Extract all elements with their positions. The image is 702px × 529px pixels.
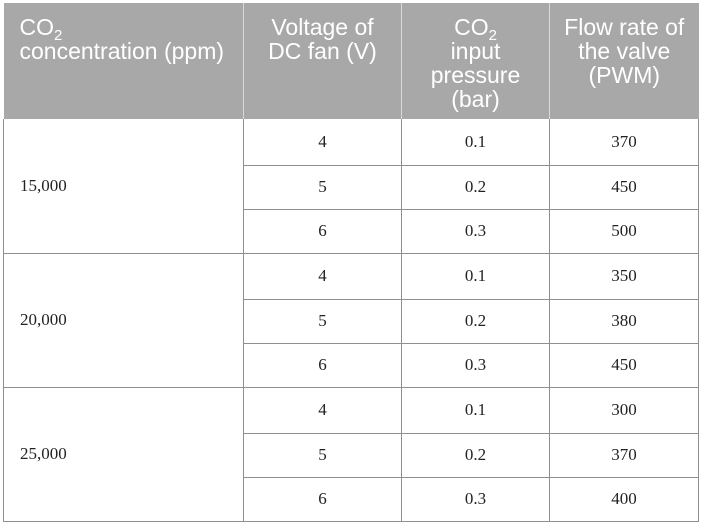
cell-voltage: 6	[243, 477, 402, 522]
cell-voltage: 6	[243, 209, 402, 254]
cell-pressure: 0.1	[401, 119, 550, 166]
cell-pressure: 0.2	[401, 299, 550, 344]
table-row: 6 0.3 400	[4, 477, 699, 522]
header-co2-concentration-text: concentration (ppm)	[19, 38, 225, 64]
table-row: 20,000 4 0.1 350	[3, 253, 699, 388]
cell-flow-rate: 380	[549, 299, 699, 344]
cell-pressure: 0.3	[401, 477, 550, 522]
table-row: 5 0.2 370	[4, 433, 699, 478]
header-co2-subscript: 2	[54, 27, 63, 44]
header-pressure-text: input pressure (bar)	[430, 38, 521, 112]
header-flow-text: Flow rate of the valve (PWM)	[564, 14, 685, 88]
table-row: 5 0.2 450	[4, 165, 699, 210]
header-voltage-text: Voltage of DC fan (V)	[268, 14, 377, 64]
table-body: 15,000 4 0.1 370 5 0.2 450 6 0.3 500 20,000 4 0.1 350…	[3, 119, 699, 522]
cell-voltage: 4	[243, 119, 402, 166]
table-row: 6 0.3 500	[4, 209, 699, 254]
header-flow-rate: Flow rate of the valve (PWM)	[549, 3, 699, 119]
cell-pressure: 0.1	[401, 387, 550, 434]
cell-pressure: 0.1	[401, 253, 550, 300]
cell-flow-rate: 450	[549, 165, 699, 210]
header-co2-concentration: CO2 concentration (ppm)	[3, 3, 244, 119]
cell-voltage: 5	[243, 165, 402, 210]
cell-flow-rate: 500	[549, 209, 699, 254]
cell-pressure: 0.3	[401, 209, 550, 254]
cell-concentration: 20,000	[3, 253, 244, 388]
header-row: CO2 concentration (ppm) Voltage of DC fa…	[3, 3, 699, 119]
table-header: CO2 concentration (ppm) Voltage of DC fa…	[3, 3, 699, 119]
header-input-pressure: CO2 input pressure (bar)	[401, 3, 550, 119]
header-pressure-subscript: 2	[488, 27, 497, 44]
cell-flow-rate: 300	[549, 387, 699, 434]
cell-concentration: 15,000	[3, 119, 244, 254]
cell-flow-rate: 370	[549, 433, 699, 478]
cell-flow-rate: 350	[549, 253, 699, 300]
data-table-container: CO2 concentration (ppm) Voltage of DC fa…	[3, 3, 699, 522]
cell-pressure: 0.3	[401, 343, 550, 388]
cell-voltage: 4	[243, 387, 402, 434]
table-row: 25,000 4 0.1 300	[3, 387, 699, 522]
data-table: CO2 concentration (ppm) Voltage of DC fa…	[3, 3, 699, 522]
header-co2-prefix: CO	[19, 14, 55, 40]
header-voltage: Voltage of DC fan (V)	[243, 3, 402, 119]
cell-pressure: 0.2	[401, 433, 550, 478]
cell-pressure: 0.2	[401, 165, 550, 210]
table-row: 5 0.2 380	[4, 299, 699, 344]
cell-voltage: 4	[243, 253, 402, 300]
cell-voltage: 5	[243, 299, 402, 344]
cell-flow-rate: 370	[549, 119, 699, 166]
cell-voltage: 5	[243, 433, 402, 478]
cell-concentration: 25,000	[3, 387, 244, 522]
header-pressure-prefix: CO	[454, 14, 489, 40]
cell-voltage: 6	[243, 343, 402, 388]
table-row: 15,000 4 0.1 370	[3, 119, 699, 254]
cell-flow-rate: 400	[549, 477, 699, 522]
table-row: 6 0.3 450	[4, 343, 699, 388]
cell-flow-rate: 450	[549, 343, 699, 388]
